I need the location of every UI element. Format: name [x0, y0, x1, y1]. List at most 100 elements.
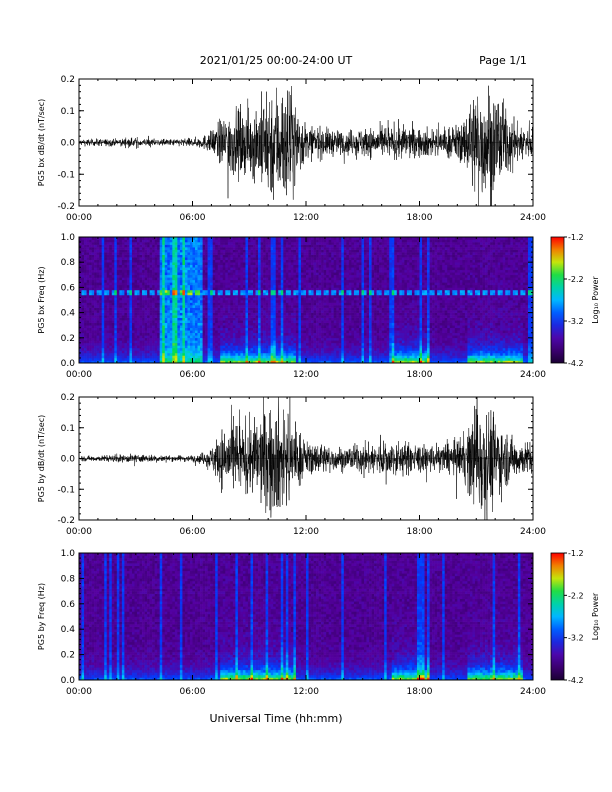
- heat-cell: [114, 310, 118, 313]
- heat-cell: [308, 279, 312, 283]
- heat-cell: [154, 320, 158, 323]
- heat-cell: [189, 262, 193, 266]
- heat-cell: [306, 352, 309, 356]
- heat-cell: [225, 259, 229, 263]
- heat-cell: [104, 242, 108, 245]
- heat-cell: [227, 264, 231, 268]
- heat-cell: [114, 257, 118, 260]
- heat-cell: [147, 254, 150, 258]
- heat-cell: [288, 287, 292, 291]
- heat-cell: [316, 317, 319, 321]
- heat-cell: [280, 300, 284, 303]
- heat-cell: [306, 350, 309, 354]
- heat-cell: [215, 237, 219, 240]
- heat-cell: [250, 305, 254, 308]
- heat-cell: [316, 262, 319, 266]
- heat-cell: [295, 315, 299, 318]
- heat-cell: [81, 247, 85, 250]
- heat-cell: [164, 345, 168, 349]
- heat-cell: [134, 239, 138, 243]
- heat-cell: [152, 242, 155, 245]
- heat-cell: [129, 282, 133, 286]
- heat-cell: [126, 297, 130, 301]
- heat-cell: [250, 284, 254, 288]
- heat-cell: [250, 287, 254, 291]
- heat-cell: [318, 345, 322, 349]
- heat-cell: [137, 262, 140, 266]
- heat-cell: [94, 257, 97, 260]
- heat-cell: [285, 310, 289, 313]
- heat-cell: [197, 264, 201, 268]
- heat-cell: [104, 257, 108, 260]
- heat-cell: [189, 264, 193, 268]
- heat-cell: [159, 355, 163, 359]
- heat-cell: [114, 262, 118, 266]
- heat-cell: [227, 287, 231, 291]
- heat-cell: [114, 300, 118, 303]
- heat-cell: [278, 254, 282, 258]
- heat-cell: [245, 262, 249, 266]
- heat-cell: [255, 279, 259, 283]
- heat-cell: [131, 347, 135, 351]
- heat-cell: [303, 315, 307, 318]
- heat-cell: [283, 277, 287, 281]
- heat-cell: [177, 247, 181, 250]
- heat-cell: [167, 342, 171, 346]
- heat-cell: [207, 357, 211, 361]
- heat-cell: [177, 249, 181, 253]
- heat-cell: [205, 310, 208, 313]
- heat-cell: [89, 272, 92, 276]
- heat-cell: [260, 350, 264, 354]
- heat-cell: [121, 237, 125, 240]
- heat-cell: [192, 325, 196, 329]
- heat-cell: [172, 252, 176, 255]
- heat-cell: [255, 327, 259, 331]
- heat-cell: [255, 340, 259, 344]
- heat-cell: [89, 284, 92, 288]
- heat-cell: [159, 267, 163, 271]
- heat-cell: [144, 317, 148, 321]
- heat-cell: [290, 289, 294, 293]
- heat-cell: [258, 322, 261, 326]
- heat-cell: [202, 267, 206, 271]
- heat-cell: [121, 345, 125, 349]
- heat-cell: [134, 337, 138, 341]
- heat-cell: [147, 352, 150, 356]
- heat-cell: [275, 277, 279, 281]
- heat-cell: [189, 322, 193, 326]
- heat-cell: [172, 284, 176, 288]
- heat-cell: [300, 335, 304, 339]
- heat-cell: [220, 325, 224, 329]
- heat-cell: [187, 315, 191, 318]
- heat-cell: [162, 289, 166, 293]
- heat-cell: [109, 272, 113, 276]
- heat-cell: [106, 249, 110, 253]
- heat-cell: [311, 355, 314, 359]
- heat-cell: [258, 279, 261, 283]
- heat-cell: [288, 310, 292, 313]
- heat-cell: [295, 355, 299, 359]
- heat-cell: [189, 254, 193, 258]
- heat-cell: [288, 242, 292, 245]
- heat-cell: [263, 345, 266, 349]
- heat-cell: [99, 312, 102, 316]
- heat-cell: [207, 252, 211, 255]
- heat-cell: [321, 315, 324, 318]
- heat-cell: [240, 310, 244, 313]
- heat-cell: [200, 282, 203, 286]
- heat-cell: [96, 340, 100, 344]
- heat-cell: [318, 342, 322, 346]
- heat-cell: [177, 340, 181, 344]
- heat-cell: [290, 264, 294, 268]
- heat-cell: [144, 302, 148, 306]
- heat-cell: [225, 322, 229, 326]
- heat-cell: [313, 357, 317, 361]
- heat-cell: [232, 294, 236, 298]
- heat-cell: [323, 307, 327, 311]
- heat-cell: [152, 315, 155, 318]
- heat-cell: [217, 259, 221, 263]
- heat-cell: [253, 257, 256, 260]
- heat-cell: [79, 315, 82, 318]
- heat-cell: [116, 287, 120, 291]
- heat-cell: [177, 322, 181, 326]
